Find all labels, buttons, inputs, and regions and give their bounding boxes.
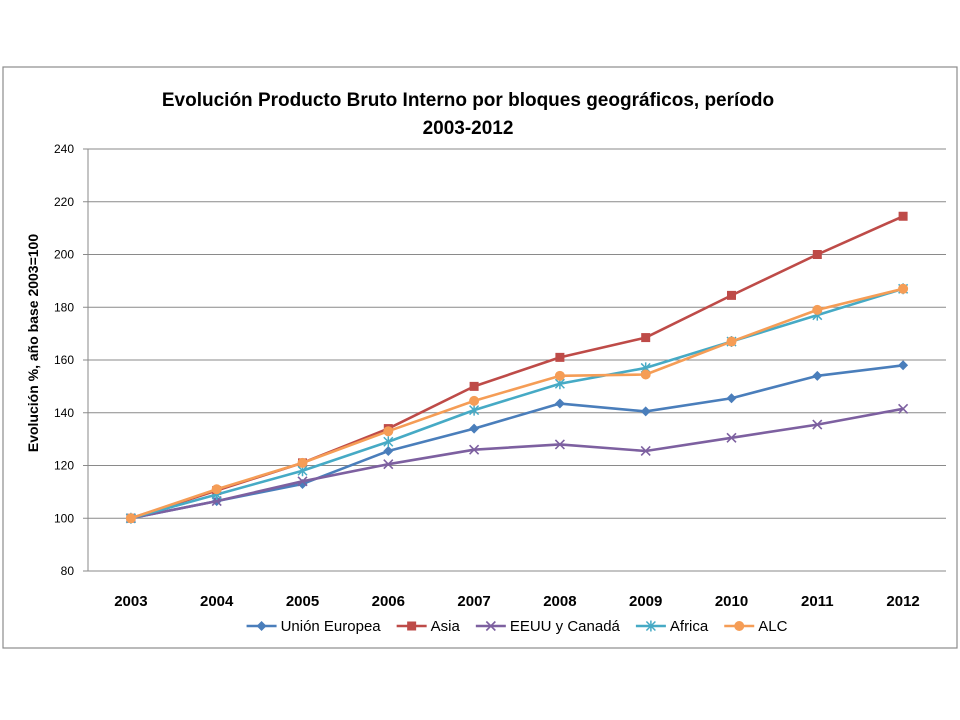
legend-marker (645, 620, 656, 632)
x-tick-label: 2012 (886, 593, 919, 610)
y-tick-label: 240 (54, 142, 74, 156)
x-tick-label: 2005 (286, 593, 319, 610)
chart-title-line-1: Evolución Producto Bruto Interno por blo… (162, 90, 774, 111)
y-tick-label: 100 (54, 511, 74, 525)
y-tick-label: 200 (54, 248, 74, 262)
y-tick-label: 180 (54, 300, 74, 314)
data-point-asia (727, 290, 736, 300)
data-point-union-europea (469, 423, 480, 434)
data-point-eeuu-y-canada (726, 432, 737, 443)
data-point-eeuu-y-canada (898, 403, 909, 414)
data-point-alc (469, 395, 480, 406)
data-point-eeuu-y-canada (640, 445, 651, 457)
x-tick-label: 2004 (200, 593, 234, 610)
legend-item-asia: Asia (396, 618, 461, 635)
data-point-africa (383, 436, 394, 448)
y-tick-label: 220 (54, 195, 74, 209)
legend-marker (256, 621, 267, 631)
data-point-africa (469, 404, 480, 416)
series-line-africa (130, 287, 904, 520)
legend-marker (407, 621, 417, 631)
data-point-union-europea (726, 393, 737, 404)
data-point-asia (555, 352, 565, 362)
series-line-alc (130, 287, 904, 520)
data-point-union-europea (898, 360, 909, 371)
data-point-eeuu-y-canada (297, 476, 308, 487)
data-point-alc (125, 513, 136, 524)
data-point-alc (640, 369, 651, 380)
y-tick-label: 80 (61, 564, 75, 578)
legend-label: Asia (431, 618, 461, 635)
x-tick-label: 2009 (629, 593, 662, 610)
y-tick-labels: 80 100 120 140 160 180 200 220 240 (54, 142, 74, 578)
legend-label: EEUU y Canadá (510, 618, 621, 635)
y-tick-label: 140 (54, 406, 74, 420)
data-point-asia (469, 381, 479, 391)
legend-item-union-europea: Unión Europea (246, 618, 382, 635)
data-point-union-europea (640, 406, 651, 417)
legend-label: ALC (758, 618, 787, 635)
legend-item-africa: Africa (635, 618, 709, 635)
data-point-eeuu-y-canada (469, 444, 480, 455)
legend-item-eeuu-y-canada: EEUU y Canadá (475, 618, 621, 635)
data-point-alc (297, 457, 308, 468)
legend-marker (485, 620, 496, 632)
data-point-alc (812, 304, 823, 315)
data-point-asia (812, 250, 822, 259)
data-point-eeuu-y-canada (554, 439, 565, 450)
y-tick-label: 160 (54, 353, 74, 367)
data-point-alc (898, 283, 909, 294)
legend-item-alc: ALC (724, 618, 788, 635)
x-tick-label: 2008 (543, 593, 576, 610)
x-tick-label: 2007 (457, 593, 490, 610)
series-lines (125, 211, 909, 524)
data-point-asia (641, 333, 651, 343)
x-tick-label: 2006 (372, 593, 405, 610)
chart-border (2, 66, 958, 649)
data-point-eeuu-y-canada (812, 419, 823, 430)
chart-title-line-2: 2003-2012 (423, 118, 514, 139)
data-point-asia (898, 211, 908, 221)
legend: Unión Europea Asia EEUU y Canadá Africa ALC (246, 618, 788, 635)
data-point-eeuu-y-canada (383, 459, 394, 470)
x-tick-label: 2003 (114, 593, 147, 610)
series-line-eeuu-y-canada (130, 407, 904, 520)
legend-label: Africa (670, 618, 709, 635)
data-point-alc (211, 484, 222, 495)
data-point-alc (726, 336, 737, 347)
legend-label: Unión Europea (281, 618, 382, 635)
data-point-alc (554, 370, 565, 381)
data-point-union-europea (554, 398, 565, 409)
data-point-alc (383, 426, 394, 437)
y-axis-label: Evolución %, año base 2003=100 (25, 234, 41, 452)
gridlines (83, 148, 946, 572)
legend-marker (734, 621, 745, 631)
y-tick-label: 120 (54, 459, 74, 473)
x-tick-label: 2010 (715, 593, 748, 610)
x-tick-label: 2011 (801, 593, 834, 610)
data-point-union-europea (383, 445, 394, 456)
x-tick-labels: 2003 2004 2005 2006 2007 2008 2009 2010 2011 2012 (114, 593, 920, 610)
series-alc (125, 283, 909, 524)
data-point-union-europea (812, 370, 823, 381)
